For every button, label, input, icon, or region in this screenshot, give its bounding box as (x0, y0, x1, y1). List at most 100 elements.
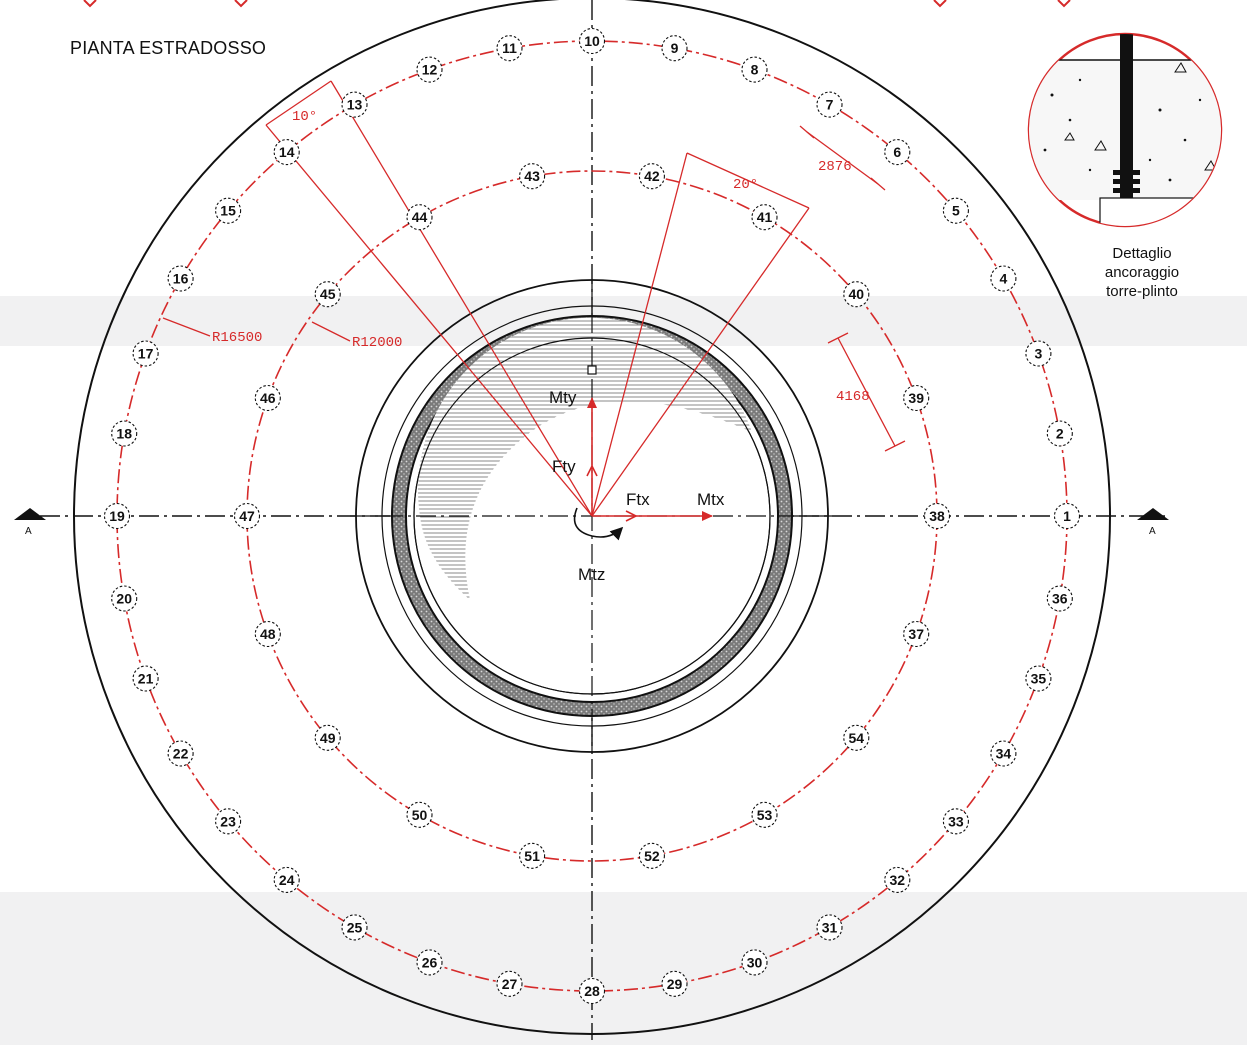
outer-pile-30: 30 (741, 949, 768, 976)
outer-pile-label: 36 (1052, 591, 1068, 607)
inner-pile-41: 41 (751, 204, 778, 231)
moment-z-label: Mtz (578, 565, 605, 584)
inner-pile-39: 39 (903, 384, 930, 412)
inner-pile-37: 37 (903, 620, 930, 648)
inner-pile-54: 54 (843, 724, 870, 751)
outer-pile-label: 3 (1035, 346, 1043, 362)
inner-pile-43: 43 (519, 163, 546, 190)
inner-pile-label: 47 (239, 508, 255, 524)
inner-pile-label: 38 (929, 508, 945, 524)
outer-pile-label: 32 (890, 872, 906, 888)
outer-pile-35: 35 (1025, 665, 1052, 692)
outer-pile-label: 7 (826, 97, 834, 113)
inner-pile-38: 38 (923, 502, 951, 530)
outer-pile-label: 13 (347, 97, 363, 113)
outer-pile-label: 9 (671, 40, 679, 56)
outer-pile-18: 18 (111, 420, 138, 447)
outer-pile-label: 1 (1063, 508, 1071, 524)
outer-pile-29: 29 (661, 970, 688, 997)
outer-pile-label: 15 (220, 203, 236, 219)
outer-pile-label: 8 (751, 62, 759, 78)
outer-pile-20: 20 (111, 585, 138, 612)
outer-pile-24: 24 (273, 866, 300, 893)
outer-pile-6: 6 (884, 139, 911, 166)
outer-pile-10: 10 (578, 27, 606, 55)
outer-pile-7: 7 (816, 91, 843, 118)
inner-pile-label: 44 (412, 209, 428, 225)
detail-caption-line-1: Dettaglio (1112, 245, 1172, 262)
section-mark-left: A (14, 508, 46, 537)
load-vectors (573, 365, 713, 541)
inner-pile-44: 44 (406, 204, 433, 231)
outer-pile-33: 33 (942, 808, 969, 835)
legend-fragments (83, 0, 1071, 8)
inner-pile-label: 52 (644, 848, 660, 864)
outer-pile-28: 28 (578, 977, 606, 1005)
inner-pile-label: 39 (908, 390, 924, 406)
outer-pile-15: 15 (215, 197, 242, 224)
detail-caption: Dettaglio ancoraggio torre-plinto (1052, 244, 1232, 301)
outer-radius-label: R16500 (212, 330, 262, 346)
outer-pile-32: 32 (884, 866, 911, 893)
inner-pile-label: 49 (320, 730, 336, 746)
moment-x-label: Mtx (697, 490, 725, 509)
outer-pile-label: 21 (138, 671, 154, 687)
outer-pile-label: 14 (279, 144, 295, 160)
inner-spacing-label: 4168 (836, 389, 870, 405)
moment-y-label: Mty (549, 388, 577, 407)
outer-pile-14: 14 (273, 139, 300, 166)
outer-pile-label: 25 (347, 919, 363, 935)
tower-door-marker (587, 365, 597, 375)
outer-pile-label: 30 (747, 954, 763, 970)
inner-pile-label: 41 (757, 209, 773, 225)
inner-pile-42: 42 (638, 163, 665, 190)
outer-pile-label: 27 (502, 976, 518, 992)
outer-pile-19: 19 (103, 502, 131, 530)
inner-pile-label: 51 (524, 848, 540, 864)
outer-pile-label: 22 (173, 746, 189, 762)
outer-pile-label: 31 (822, 919, 838, 935)
inner-angle-label: 20° (733, 177, 758, 193)
outer-pile-9: 9 (661, 35, 688, 62)
detail-caption-line-2: ancoraggio (1104, 264, 1180, 281)
outer-pile-4: 4 (990, 265, 1017, 292)
inner-pile-group: 37 38 39 40 41 42 43 44 45 46 47 48 49 50 51 52 53 54 (233, 163, 951, 869)
anchorage-detail (1027, 32, 1223, 228)
outer-pile-label: 20 (116, 591, 132, 607)
inner-pile-51: 51 (519, 842, 546, 869)
outer-pile-label: 6 (893, 144, 901, 160)
outer-pile-8: 8 (741, 56, 768, 83)
outer-pile-16: 16 (167, 265, 194, 292)
outer-pile-2: 2 (1046, 420, 1073, 447)
radial-dimension-lines (162, 80, 906, 517)
section-mark-right: A (1137, 508, 1169, 537)
outer-pile-label: 10 (584, 33, 600, 49)
inner-radius-label: R12000 (352, 335, 402, 351)
outer-pile-5: 5 (942, 197, 969, 224)
outer-pile-label: 5 (952, 203, 960, 219)
outer-pile-label: 24 (279, 872, 295, 888)
outer-pile-label: 23 (220, 813, 236, 829)
svg-text:A: A (1149, 526, 1156, 537)
inner-pile-label: 43 (524, 168, 540, 184)
inner-pile-48: 48 (254, 620, 281, 648)
inner-pile-45: 45 (314, 281, 341, 308)
inner-pile-label: 45 (320, 286, 336, 302)
outer-pile-label: 12 (422, 62, 438, 78)
outer-pile-label: 26 (422, 954, 438, 970)
outer-pile-27: 27 (496, 970, 523, 997)
force-x-label: Ftx (626, 490, 650, 509)
outer-pile-label: 28 (584, 983, 600, 999)
outer-pile-36: 36 (1046, 585, 1073, 612)
outer-spacing-label: 2876 (818, 159, 852, 175)
plan-title: PIANTA ESTRADOSSO (70, 38, 267, 58)
inner-pile-53: 53 (751, 801, 778, 828)
outer-pile-label: 11 (502, 40, 517, 56)
outer-pile-1: 1 (1053, 502, 1081, 530)
outer-pile-34: 34 (990, 740, 1017, 767)
inner-pile-label: 46 (260, 390, 276, 406)
outer-pile-22: 22 (167, 740, 194, 767)
outer-pile-25: 25 (341, 914, 368, 941)
